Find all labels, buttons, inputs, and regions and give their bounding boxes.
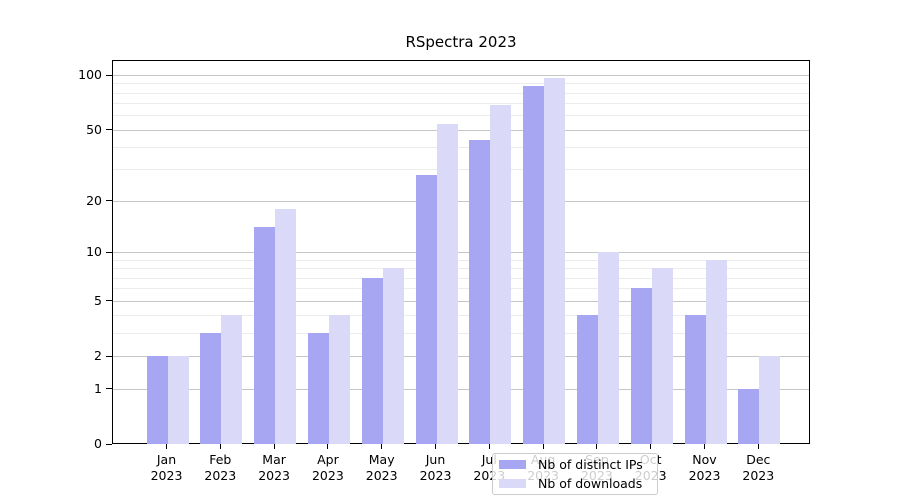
x-tick-mark: [704, 444, 705, 449]
gridline-minor: [113, 83, 809, 85]
y-tick-label: 1: [94, 380, 102, 396]
gridline-minor: [113, 333, 809, 335]
bar-dec-downloads: [759, 356, 781, 444]
bar-feb-distinct-ips: [200, 333, 222, 444]
y-tick-mark: [106, 251, 112, 253]
gridline-minor: [113, 103, 809, 105]
gridline-major: [113, 388, 809, 390]
y-tick-label: 20: [86, 192, 102, 208]
legend-item-downloads: Nb of downloads: [493, 476, 657, 491]
y-tick-label: 10: [86, 244, 102, 260]
bar-jun-distinct-ips: [415, 174, 437, 444]
y-tick-label: 0: [94, 436, 102, 451]
x-tick-mark: [327, 444, 329, 449]
gridline-major: [113, 300, 809, 302]
x-tick-label-month: Dec: [746, 452, 771, 467]
x-tick-mark: [757, 444, 759, 449]
x-tick-label-month: Jan: [156, 452, 177, 467]
y-tick-label: 5: [94, 292, 102, 308]
legend: Nb of distinct IPs Nb of downloads: [492, 453, 658, 495]
x-tick-label-year: 2023: [150, 468, 183, 483]
x-tick-mark: [596, 444, 598, 449]
x-tick-label-year: 2023: [204, 468, 237, 483]
bar-sep-downloads: [597, 252, 619, 444]
plot-area: Nb of distinct IPs Nb of downloads: [112, 60, 810, 495]
x-tick-mark: [650, 444, 652, 449]
x-tick-label-month: Jun: [425, 452, 446, 467]
bar-aug-distinct-ips: [523, 86, 545, 444]
gridline-minor: [113, 169, 809, 171]
gridline-minor: [113, 115, 809, 117]
bar-mar-distinct-ips: [254, 227, 276, 444]
x-tick-label-year: 2023: [742, 468, 775, 483]
bar-jun-downloads: [436, 123, 458, 444]
x-tick-label-year: 2023: [311, 468, 344, 483]
bar-jul-downloads: [490, 105, 512, 444]
x-tick-mark: [219, 444, 221, 449]
x-tick-label-month: Nov: [692, 452, 717, 467]
x-tick-label-year: 2023: [419, 468, 452, 483]
bar-dec-distinct-ips: [738, 388, 760, 444]
gridline-major: [113, 129, 809, 131]
x-tick-label-month: May: [368, 452, 395, 467]
x-tick-mark: [166, 444, 167, 449]
x-tick-label-year: 2023: [365, 468, 398, 483]
chart-title: RSpectra 2023: [405, 33, 517, 51]
bar-nov-downloads: [705, 259, 727, 444]
bar-jul-distinct-ips: [469, 139, 491, 444]
bar-oct-distinct-ips: [630, 288, 652, 444]
bar-sep-distinct-ips: [576, 315, 598, 444]
bar-apr-downloads: [328, 315, 350, 444]
bar-jan-downloads: [167, 356, 189, 444]
legend-item-distinct-ips: Nb of distinct IPs: [493, 457, 657, 472]
x-tick-label-month: Feb: [209, 452, 232, 467]
y-tick-label: 100: [78, 67, 102, 82]
legend-swatch-distinct-ips: [499, 460, 526, 470]
gridline-major: [113, 200, 809, 202]
gridline-minor: [113, 277, 809, 279]
x-tick-label-year: 2023: [258, 468, 290, 483]
bar-mar-downloads: [275, 208, 297, 444]
bar-feb-downloads: [221, 315, 243, 444]
y-tick-mark: [106, 300, 112, 302]
bar-may-downloads: [382, 268, 404, 444]
x-tick-mark: [381, 444, 383, 449]
x-tick-mark: [488, 444, 490, 449]
y-tick-mark: [106, 74, 112, 76]
y-tick-mark: [106, 200, 112, 202]
bar-jan-distinct-ips: [146, 356, 168, 444]
gridline-minor: [113, 92, 809, 94]
gridline-minor: [113, 288, 809, 290]
legend-label-distinct-ips: Nb of distinct IPs: [538, 457, 643, 473]
bar-oct-downloads: [651, 268, 673, 444]
x-tick-mark: [273, 444, 275, 449]
x-tick-mark: [435, 444, 436, 449]
bar-nov-distinct-ips: [684, 315, 706, 444]
y-tick-mark: [106, 443, 112, 445]
gridline-minor: [113, 268, 809, 270]
gridline-major: [113, 252, 809, 254]
y-tick-mark: [106, 355, 112, 357]
gridline-major: [113, 356, 809, 358]
legend-label-downloads: Nb of downloads: [538, 475, 643, 491]
legend-swatch-downloads: [499, 478, 526, 488]
gridline-major: [113, 75, 809, 76]
y-tick-mark: [106, 388, 112, 390]
y-tick-label: 50: [86, 121, 102, 137]
x-tick-label-month: Apr: [317, 452, 339, 467]
bar-may-distinct-ips: [361, 277, 383, 444]
gridline-minor: [113, 315, 809, 317]
gridline-minor: [113, 147, 809, 149]
y-tick-label: 2: [94, 348, 102, 364]
bar-aug-downloads: [544, 78, 566, 444]
bar-apr-distinct-ips: [307, 333, 329, 444]
x-tick-mark: [542, 444, 544, 449]
gridline-minor: [113, 259, 809, 261]
y-tick-mark: [106, 129, 112, 131]
x-tick-label-month: Mar: [262, 452, 286, 467]
x-tick-label-year: 2023: [688, 468, 721, 483]
